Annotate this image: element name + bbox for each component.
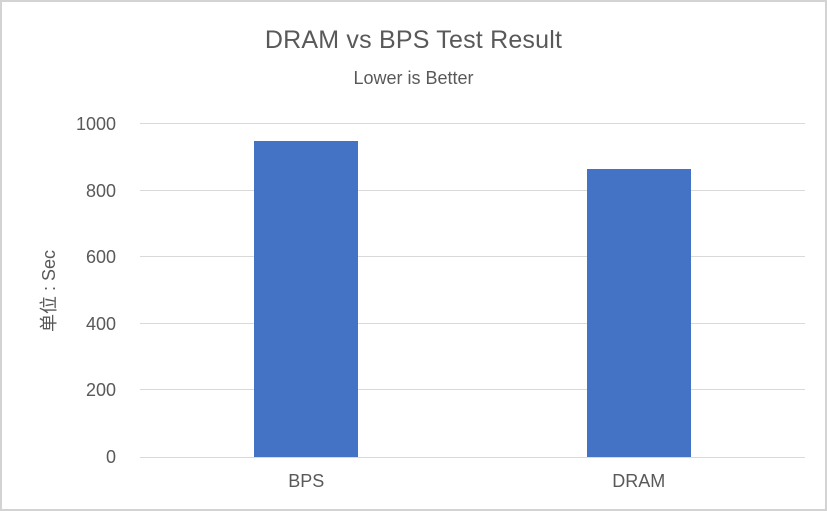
plot-area [140, 123, 805, 458]
gridline [140, 256, 805, 258]
y-tick-label: 800 [85, 180, 116, 201]
x-axis-line [140, 457, 805, 458]
y-tick-label: 0 [105, 447, 116, 467]
gridline [140, 389, 805, 391]
y-tick-label: 400 [85, 313, 116, 334]
y-tick-label: 600 [85, 247, 116, 268]
y-tick-label: 200 [85, 380, 116, 401]
gridline [140, 322, 805, 324]
y-tick-label: 1000 [75, 114, 116, 134]
chart-title: DRAM vs BPS Test Result [264, 26, 563, 54]
bar-dram [586, 169, 691, 457]
bar-bps [254, 141, 359, 457]
gridline [140, 189, 805, 191]
x-category-label-dram: DRAM [612, 471, 666, 491]
gridline [140, 123, 805, 124]
x-category-label-bps: BPS [288, 471, 325, 491]
chart-subtitle: Lower is Better [353, 68, 474, 88]
